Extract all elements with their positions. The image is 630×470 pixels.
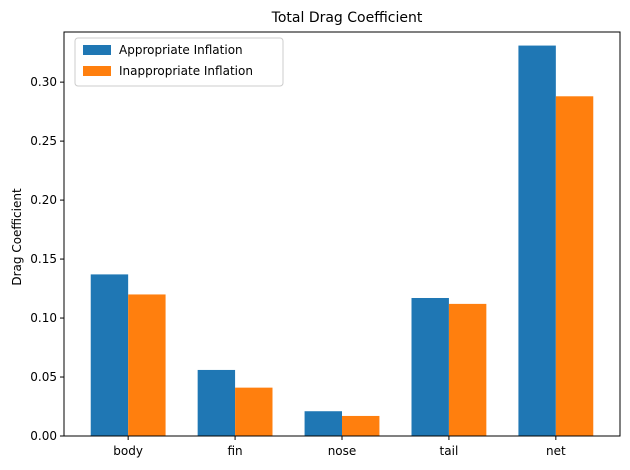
chart-title: Total Drag Coefficient xyxy=(271,10,423,26)
x-tick-label-tail: tail xyxy=(440,444,459,458)
bar-net-series-1 xyxy=(518,45,556,436)
y-tick-label: 0.20 xyxy=(30,193,57,207)
legend-swatch-series-1 xyxy=(83,45,111,55)
bar-nose-series-1 xyxy=(304,411,342,436)
legend-swatch-series-2 xyxy=(83,66,111,76)
legend-label-series-2: Inappropriate Inflation xyxy=(119,64,253,78)
y-tick-label: 0.25 xyxy=(30,134,57,148)
legend-label-series-1: Appropriate Inflation xyxy=(119,43,243,57)
y-tick-label: 0.00 xyxy=(30,429,57,443)
y-tick-label: 0.30 xyxy=(30,75,57,89)
x-tick-label-nose: nose xyxy=(328,444,357,458)
bar-tail-series-2 xyxy=(448,303,487,436)
legend-box xyxy=(74,37,284,87)
y-tick-label: 0.10 xyxy=(30,311,57,325)
bar-fin-series-1 xyxy=(197,369,236,436)
bar-nose-series-2 xyxy=(342,415,380,436)
bars-layer xyxy=(90,45,594,436)
bar-tail-series-1 xyxy=(411,297,449,436)
y-tick-label: 0.05 xyxy=(30,370,57,384)
bar-fin-series-2 xyxy=(235,387,273,436)
y-tick-label: 0.15 xyxy=(30,252,57,266)
x-tick-label-body: body xyxy=(113,444,143,458)
bar-body-series-1 xyxy=(90,274,129,436)
bar-net-series-2 xyxy=(555,96,594,436)
x-tick-label-fin: fin xyxy=(227,444,242,458)
y-axis-label: Drag Coefficient xyxy=(10,188,24,286)
bar-body-series-2 xyxy=(128,294,166,436)
axes-layer: 0.00 0.05 0.10 0.15 0.20 0.25 0.30 body fin nose t… xyxy=(30,31,621,458)
x-tick-label-net: net xyxy=(546,444,566,458)
legend: Appropriate Inflation Inappropriate Infla… xyxy=(74,37,284,87)
